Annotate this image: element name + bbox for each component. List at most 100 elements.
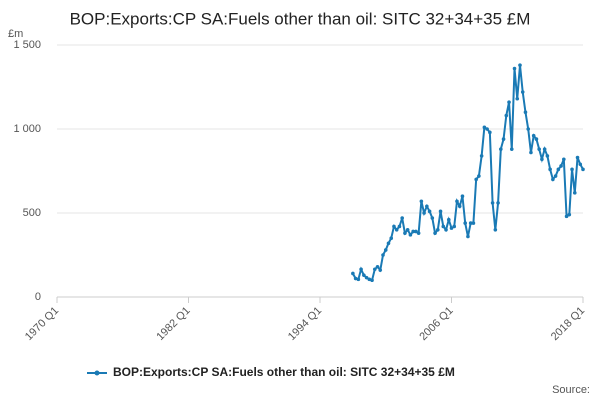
y-unit: £m xyxy=(8,28,23,40)
point xyxy=(416,231,421,235)
point xyxy=(372,267,377,272)
point xyxy=(512,66,517,71)
point xyxy=(378,268,383,272)
point xyxy=(463,221,467,225)
point xyxy=(351,271,355,276)
point xyxy=(359,267,363,272)
point xyxy=(496,201,500,205)
point xyxy=(457,204,462,209)
x-tick-label: 2006 Q1 xyxy=(417,305,455,343)
point xyxy=(501,137,506,141)
point xyxy=(403,231,407,235)
y-tick-label: 1 500 xyxy=(13,39,41,51)
point xyxy=(562,157,566,162)
point xyxy=(414,229,418,234)
point xyxy=(394,228,399,232)
point xyxy=(381,253,385,257)
point xyxy=(353,276,358,281)
point xyxy=(362,273,366,277)
point xyxy=(551,177,555,182)
point xyxy=(564,214,569,219)
point xyxy=(386,241,391,246)
point xyxy=(559,164,563,168)
point xyxy=(537,147,541,151)
y-tick-label: 1 000 xyxy=(13,123,41,135)
point xyxy=(452,224,457,229)
point xyxy=(370,278,374,283)
point xyxy=(477,174,481,178)
point xyxy=(548,167,552,172)
point xyxy=(364,275,369,280)
point xyxy=(531,133,536,138)
y-tick-label: 0 xyxy=(35,291,41,303)
point xyxy=(482,125,487,130)
source: Source: xyxy=(552,384,590,396)
point xyxy=(515,96,520,101)
point xyxy=(493,228,498,232)
point xyxy=(356,277,361,282)
point xyxy=(367,277,372,282)
point xyxy=(455,199,459,204)
point xyxy=(504,113,509,118)
x-tick-label: 1982 Q1 xyxy=(154,305,192,343)
point xyxy=(545,154,550,158)
point xyxy=(542,147,547,151)
point xyxy=(405,228,410,232)
point xyxy=(526,127,531,131)
point xyxy=(572,191,577,195)
point xyxy=(581,167,585,172)
point xyxy=(466,234,470,239)
point xyxy=(438,209,443,214)
point xyxy=(518,63,522,67)
point xyxy=(490,201,495,205)
point xyxy=(468,221,473,225)
point xyxy=(567,212,572,217)
point xyxy=(507,100,511,104)
point xyxy=(499,147,503,151)
point xyxy=(471,221,476,225)
x-tick-label: 2018 Q1 xyxy=(549,305,587,343)
point xyxy=(422,211,426,215)
point xyxy=(425,204,429,209)
point xyxy=(446,217,451,222)
point xyxy=(419,199,424,204)
chart-title: BOP:Exports:CP SA:Fuels other than oil: … xyxy=(70,9,531,28)
point xyxy=(575,155,580,160)
point xyxy=(392,224,396,229)
point xyxy=(479,154,484,158)
point xyxy=(400,216,404,220)
point xyxy=(441,224,446,229)
point xyxy=(556,167,561,172)
point xyxy=(449,226,454,230)
point xyxy=(570,167,574,172)
point xyxy=(408,233,413,237)
point xyxy=(411,229,415,234)
point xyxy=(460,194,465,198)
point xyxy=(553,174,558,178)
point xyxy=(474,177,478,182)
legend-label: BOP:Exports:CP SA:Fuels other than oil: … xyxy=(113,365,455,379)
point xyxy=(397,224,402,229)
point xyxy=(523,110,528,114)
point xyxy=(529,150,533,155)
point xyxy=(436,228,440,232)
point xyxy=(540,157,544,162)
point xyxy=(433,231,437,235)
line xyxy=(351,65,584,282)
x-tick-label: 1994 Q1 xyxy=(286,305,324,343)
point xyxy=(427,209,432,214)
point xyxy=(375,264,380,269)
point xyxy=(488,130,492,135)
point xyxy=(383,248,388,252)
point xyxy=(520,90,525,94)
legend-marker xyxy=(94,370,100,376)
point xyxy=(444,228,448,232)
point xyxy=(389,236,394,240)
point xyxy=(485,127,489,131)
point xyxy=(509,147,514,151)
y-tick-label: 500 xyxy=(23,207,41,219)
point xyxy=(430,216,435,220)
point xyxy=(578,162,583,167)
point xyxy=(534,137,539,141)
